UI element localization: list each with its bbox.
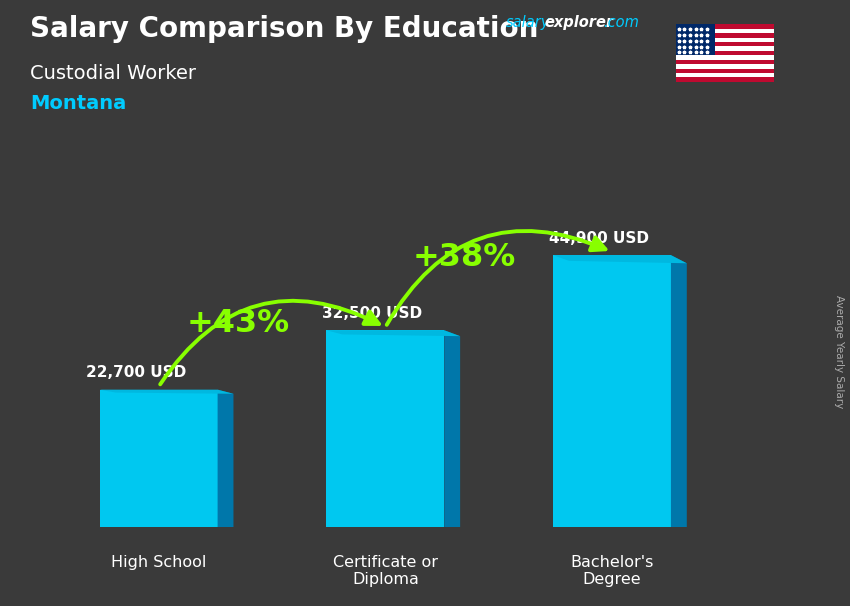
Bar xyxy=(676,24,715,55)
Bar xyxy=(676,47,774,51)
Bar xyxy=(676,78,774,82)
Bar xyxy=(676,55,774,59)
Polygon shape xyxy=(671,255,687,527)
FancyBboxPatch shape xyxy=(326,330,445,527)
Text: 22,700 USD: 22,700 USD xyxy=(86,365,186,380)
Bar xyxy=(676,38,774,42)
FancyBboxPatch shape xyxy=(99,390,218,527)
Text: Salary Comparison By Education: Salary Comparison By Education xyxy=(30,15,538,43)
Bar xyxy=(676,33,774,38)
Text: +43%: +43% xyxy=(186,308,290,339)
Polygon shape xyxy=(553,255,687,263)
Text: explorer: explorer xyxy=(545,15,614,30)
Text: 44,900 USD: 44,900 USD xyxy=(548,231,649,246)
Polygon shape xyxy=(218,390,234,527)
Bar xyxy=(676,28,774,33)
Polygon shape xyxy=(326,330,460,336)
Text: +38%: +38% xyxy=(413,242,516,273)
Bar xyxy=(676,42,774,47)
Text: .com: .com xyxy=(604,15,639,30)
Text: Average Yearly Salary: Average Yearly Salary xyxy=(834,295,844,408)
Bar xyxy=(676,24,774,28)
FancyBboxPatch shape xyxy=(553,255,671,527)
Bar xyxy=(676,68,774,73)
Text: 32,500 USD: 32,500 USD xyxy=(322,306,422,321)
Bar xyxy=(676,51,774,55)
Polygon shape xyxy=(445,330,460,527)
Bar xyxy=(676,64,774,68)
Bar xyxy=(676,73,774,78)
Polygon shape xyxy=(99,390,234,394)
Text: Montana: Montana xyxy=(30,94,126,113)
Text: Custodial Worker: Custodial Worker xyxy=(30,64,196,82)
Bar xyxy=(676,59,774,64)
Text: salary: salary xyxy=(506,15,550,30)
